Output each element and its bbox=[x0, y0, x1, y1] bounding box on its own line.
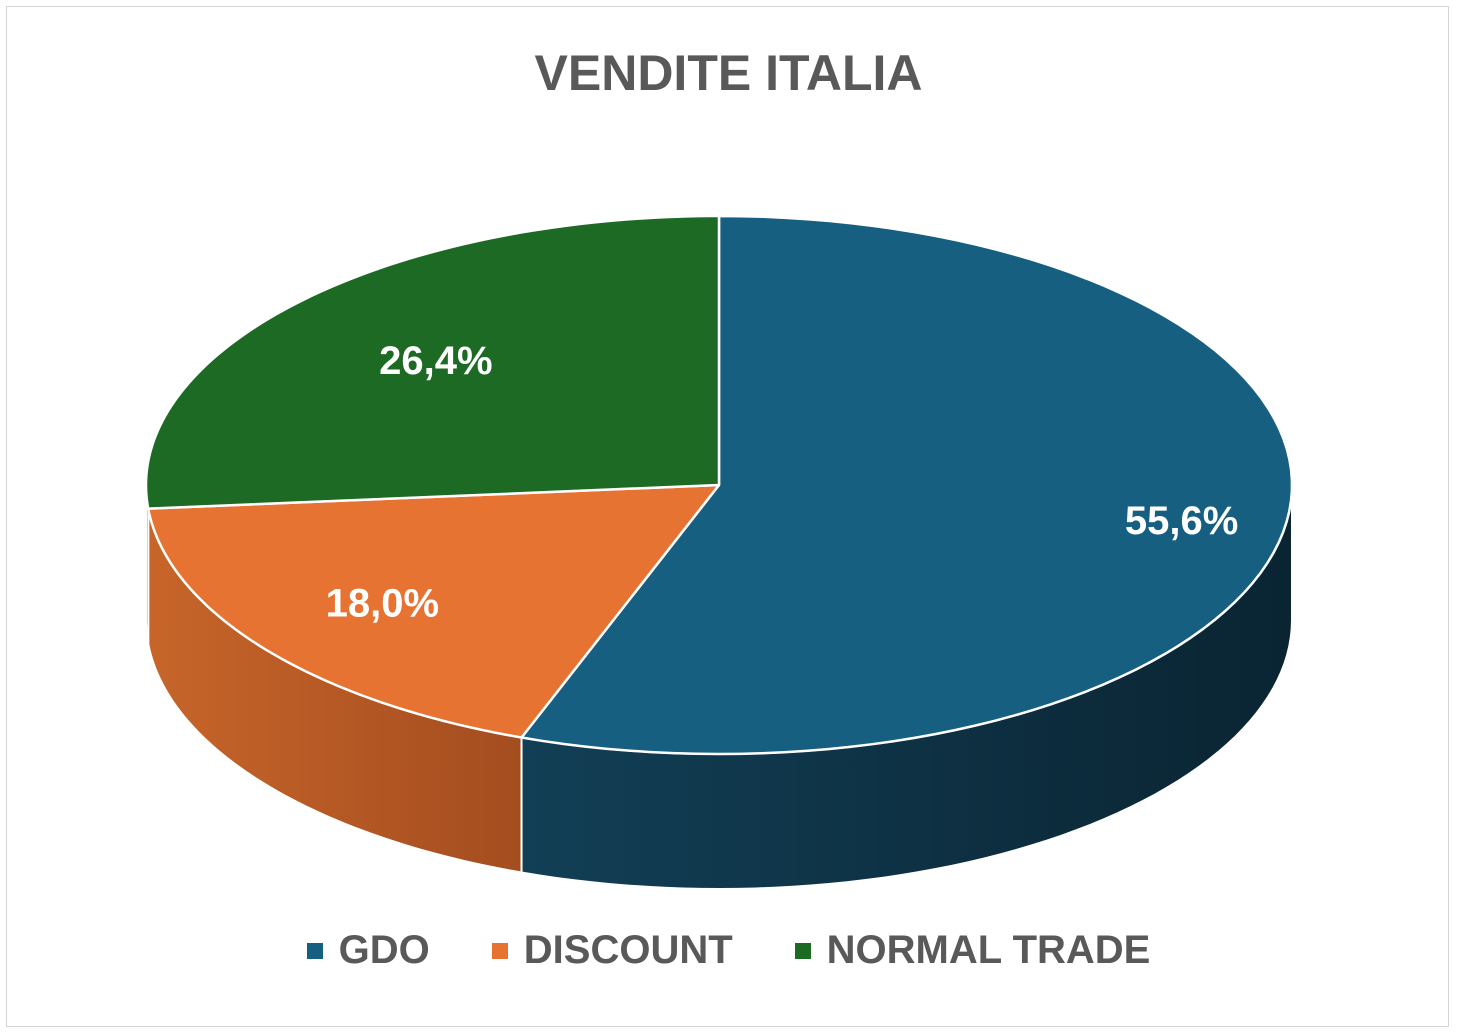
slice-label-normal-trade: 26,4% bbox=[379, 339, 492, 383]
legend-swatch-gdo bbox=[306, 942, 323, 959]
legend-swatch-normal-trade bbox=[794, 942, 811, 959]
pie-slice-gdo[interactable] bbox=[520, 214, 1294, 756]
legend-item-discount[interactable]: DISCOUNT bbox=[491, 928, 733, 973]
pie-slice-discount[interactable] bbox=[146, 483, 721, 739]
legend-item-normal-trade[interactable]: NORMAL TRADE bbox=[794, 928, 1151, 973]
legend-swatch-discount bbox=[491, 942, 508, 959]
slice-label-gdo: 55,6% bbox=[1125, 499, 1238, 543]
slice-label-discount: 18,0% bbox=[326, 582, 439, 626]
legend-item-gdo[interactable]: GDO bbox=[306, 928, 430, 973]
chart-title: VENDITE ITALIA bbox=[534, 45, 923, 101]
chart-legend: GDO DISCOUNT NORMAL TRADE bbox=[0, 928, 1457, 973]
legend-label-normal-trade: NORMAL TRADE bbox=[826, 928, 1151, 972]
legend-label-gdo: GDO bbox=[338, 928, 430, 972]
legend-label-discount: DISCOUNT bbox=[523, 928, 733, 972]
pie-slice-normal-trade[interactable] bbox=[144, 214, 721, 510]
